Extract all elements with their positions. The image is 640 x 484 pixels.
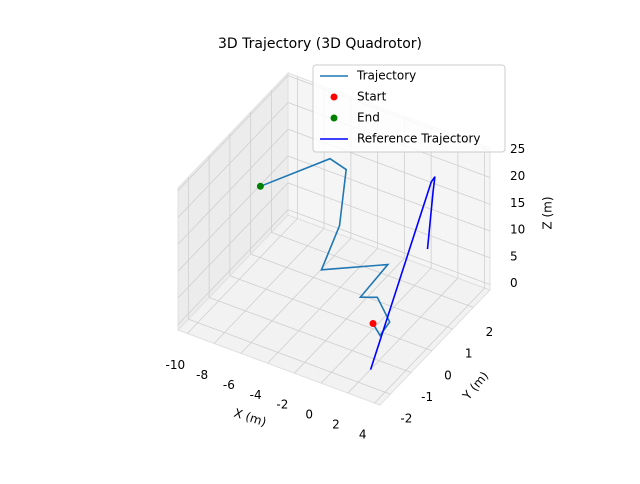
y-tick-label: -1	[421, 390, 433, 404]
y-tick-label: 1	[465, 347, 473, 361]
x-tick-label: -6	[223, 378, 235, 392]
point	[256, 182, 264, 190]
legend-swatch	[330, 93, 338, 101]
x-tick-label: 4	[359, 428, 367, 442]
x-tick-label: -2	[276, 398, 288, 412]
grid-line	[213, 228, 325, 344]
grid-line	[188, 318, 391, 395]
z-tick-label: 20	[510, 169, 525, 183]
z-tick-label: 25	[510, 142, 525, 156]
x-tick-label: -4	[250, 388, 262, 402]
grid-line	[187, 218, 298, 334]
legend-label: Trajectory	[356, 69, 416, 83]
grid-line	[374, 287, 485, 404]
z-tick-label: 0	[510, 276, 518, 290]
x-tick-label: -10	[166, 358, 186, 372]
legend-label: Reference Trajectory	[357, 132, 481, 146]
grid-line	[271, 231, 474, 308]
x-tick-label: -8	[196, 368, 208, 382]
grid-line	[250, 253, 453, 330]
z-tick-label: 5	[510, 249, 518, 263]
y-tick-label: 2	[486, 325, 494, 339]
grid-line	[177, 155, 289, 272]
x-tick-label: 0	[305, 408, 313, 422]
y-tick-label: -2	[400, 412, 412, 426]
grid-line	[177, 182, 289, 299]
grid-line	[347, 277, 459, 394]
grid-line	[240, 238, 352, 354]
z-tick-label: 10	[510, 223, 525, 237]
grid-line	[294, 257, 405, 374]
z-axis-label: Z (m)	[541, 196, 555, 229]
z-tick-label: 15	[510, 196, 525, 210]
grid-line	[287, 182, 491, 259]
point	[369, 320, 377, 328]
grid-line	[287, 209, 491, 286]
grid-line	[287, 155, 491, 232]
chart-title: 3D Trajectory (3D Quadrotor)	[218, 36, 422, 52]
grid-line	[177, 75, 289, 191]
legend-label: Start	[357, 90, 387, 104]
grid-line	[177, 209, 289, 325]
grid-line	[229, 275, 433, 352]
marks	[256, 157, 436, 370]
x-tick-label: 2	[332, 418, 340, 432]
grid-line	[208, 297, 412, 373]
grid-line	[320, 267, 432, 384]
trajectory-line	[369, 176, 436, 370]
grid-line	[177, 128, 289, 245]
legend: Trajectory Start End Reference Trajectory	[312, 64, 506, 153]
panes	[177, 71, 491, 406]
y-tick-label: 0	[444, 368, 452, 382]
legend-label: End	[357, 111, 380, 125]
grid-line	[177, 102, 289, 218]
legend-swatch	[330, 114, 338, 122]
legend-box	[312, 64, 506, 153]
trajectory-line	[260, 157, 391, 337]
